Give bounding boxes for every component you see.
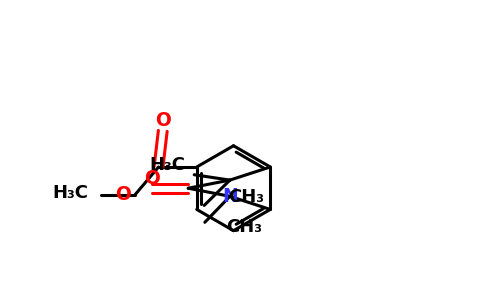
Text: N: N [222, 187, 238, 206]
Text: H₃C: H₃C [52, 184, 89, 202]
Text: O: O [115, 185, 131, 204]
Text: O: O [155, 111, 171, 130]
Text: H₃C: H₃C [150, 155, 186, 173]
Text: CH₃: CH₃ [228, 188, 264, 206]
Text: CH₃: CH₃ [226, 218, 262, 236]
Text: O: O [144, 169, 160, 188]
